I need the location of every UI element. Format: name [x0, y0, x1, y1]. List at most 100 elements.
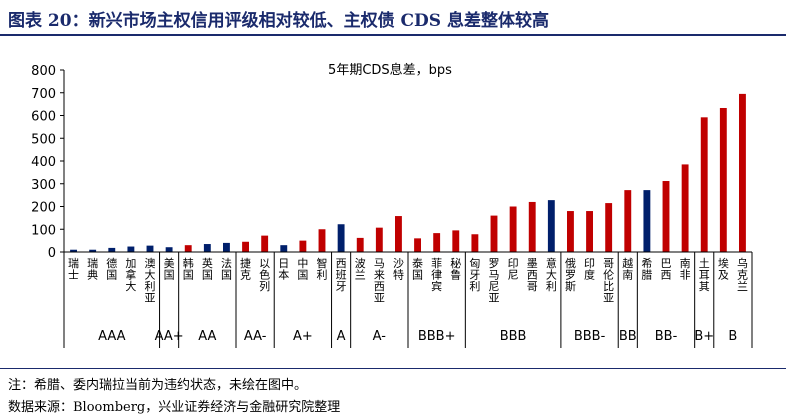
x-tick-label: 匈牙利: [469, 256, 480, 293]
rating-group-label: BBB+: [418, 329, 456, 344]
bar-23: [509, 206, 517, 252]
bar-5: [165, 247, 173, 252]
bar-35: [739, 93, 746, 252]
title-rule: [0, 34, 786, 36]
bars: [70, 93, 746, 253]
x-tick-label: 埃及: [718, 256, 729, 282]
bar-9: [242, 241, 249, 252]
x-tick-label: 秘鲁: [450, 256, 461, 282]
x-tick-label: 意大利: [546, 256, 557, 293]
cds-spread-bar-chart: 5年期CDS息差，bps 0 100 200 300 400 500 600 700 800 瑞…: [31, 62, 753, 348]
x-tick-label: 巴西: [661, 257, 672, 282]
bar-20: [452, 230, 460, 252]
x-tick-label: 以色列: [259, 257, 270, 293]
y-axis: 0 100 200 300 400 500 600 700 800: [31, 64, 65, 261]
rating-group-label: B: [728, 329, 737, 344]
x-tick-label: 越南: [622, 256, 633, 282]
bar-10: [261, 235, 269, 252]
bar-19: [433, 233, 441, 252]
y-tick-label: 400: [31, 155, 56, 170]
y-tick-label: 700: [31, 87, 56, 102]
x-tick-label: 韩国: [183, 256, 194, 282]
bar-31: [662, 181, 670, 252]
y-tick-label: 300: [31, 178, 56, 193]
bar-30: [643, 190, 651, 252]
rating-group-label: AA: [198, 329, 216, 344]
bar-33: [700, 117, 708, 252]
x-tick-label: 捷克: [240, 256, 251, 282]
data-source: 数据来源：Bloomberg，兴业证券经济与金融研究院整理: [8, 400, 341, 415]
y-tick-label: 600: [31, 110, 56, 125]
x-tick-label: 英国: [202, 256, 213, 282]
x-tick-label: 中国: [297, 257, 308, 282]
bar-3: [127, 246, 135, 252]
x-tick-label: 马来西亚: [374, 257, 385, 305]
bar-7: [203, 244, 211, 252]
bar-17: [395, 216, 402, 252]
x-tick-label: 西班牙: [336, 257, 347, 293]
x-tick-label: 希腊: [641, 256, 652, 282]
figure-title: 图表 20：新兴市场主权信用评级相对较低、主权债 CDS 息差整体较高: [8, 11, 549, 31]
bar-32: [681, 164, 689, 252]
bar-12: [299, 240, 307, 252]
chart-title: 5年期CDS息差，bps: [328, 62, 452, 78]
bar-15: [356, 237, 364, 252]
bar-24: [528, 201, 536, 252]
y-tick-label: 800: [31, 64, 56, 79]
x-tick-label: 罗马尼亚: [489, 257, 500, 305]
x-tick-label: 沙特: [393, 257, 404, 282]
x-tick-label: 澳大利亚: [145, 257, 156, 305]
rating-group-label: A: [337, 329, 346, 344]
bar-26: [567, 211, 574, 252]
rating-group-label: AAA: [98, 329, 126, 344]
x-tick-label: 美国: [164, 257, 175, 282]
x-tick-label: 波兰: [355, 257, 366, 282]
bar-28: [605, 203, 613, 252]
bar-34: [719, 107, 727, 253]
x-tick-label: 瑞典: [87, 256, 98, 282]
bar-27: [586, 211, 593, 252]
rating-group-label: AA+: [155, 329, 184, 344]
bar-22: [490, 215, 498, 252]
rating-group-label: BBB-: [574, 329, 606, 344]
bar-2: [108, 247, 116, 252]
x-tick-label: 日本: [278, 257, 289, 282]
bar-18: [414, 238, 421, 252]
y-tick-label: 0: [48, 246, 56, 261]
bar-8: [223, 242, 230, 252]
rating-group-label: A-: [373, 329, 387, 344]
footer-rule: [0, 368, 786, 369]
bar-4: [146, 245, 154, 252]
x-tick-label: 菲律宾: [431, 257, 442, 293]
y-tick-label: 200: [31, 201, 56, 216]
x-tick-label: 土耳其: [699, 257, 710, 293]
bar-21: [471, 234, 479, 252]
bar-0: [70, 249, 77, 252]
rating-group-label: B+: [694, 329, 714, 344]
rating-groups: AAA AA+ AA AA- A+ A A- BBB+ BBB BBB- BB BB- B+ B: [63, 252, 753, 348]
x-tick-label: 哥伦比亚: [603, 257, 614, 305]
bar-25: [547, 200, 555, 252]
x-tick-label: 泰国: [412, 256, 423, 282]
bar-13: [318, 229, 326, 252]
x-tick-label: 瑞士: [68, 256, 79, 282]
rating-group-label: BBB: [500, 329, 527, 344]
x-tick-label: 法国: [221, 256, 232, 282]
rating-group-label: BB: [619, 329, 637, 344]
chart-note: 注：希腊、委内瑞拉当前为违约状态，未绘在图中。: [8, 378, 308, 393]
x-tick-label: 俄罗斯: [565, 257, 576, 293]
bar-29: [624, 190, 632, 252]
bar-1: [89, 249, 97, 252]
bar-14: [337, 224, 345, 252]
y-tick-label: 100: [31, 223, 56, 238]
x-tick-label: 智利: [317, 256, 328, 282]
y-tick-label: 500: [31, 132, 56, 147]
x-tick-label: 印度: [584, 257, 595, 282]
bar-16: [375, 227, 383, 252]
x-tick-label: 乌克兰: [737, 256, 748, 293]
x-tick-label: 墨西哥: [527, 257, 538, 293]
x-tick-label: 加拿大: [125, 257, 136, 293]
x-tick-label: 德国: [106, 256, 117, 282]
x-tick-label: 印尼: [508, 257, 519, 282]
bar-11: [280, 245, 288, 252]
